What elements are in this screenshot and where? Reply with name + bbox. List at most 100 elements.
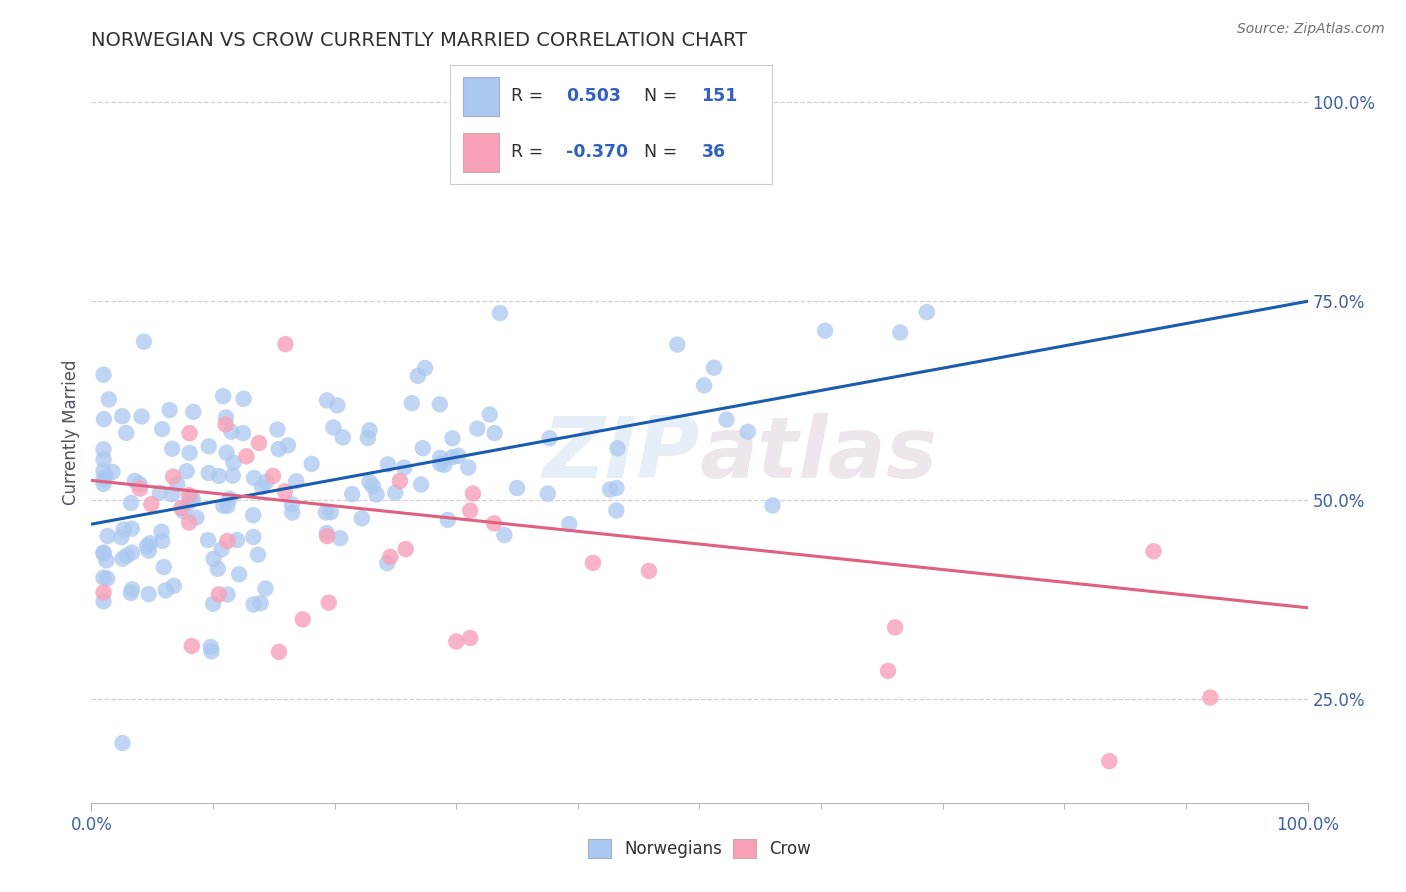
Point — [429, 457, 451, 471]
Point — [120, 496, 142, 510]
Point — [388, 474, 411, 488]
Point — [160, 442, 183, 456]
Point — [461, 486, 484, 500]
Point — [322, 420, 344, 434]
Point — [115, 549, 138, 563]
Point — [395, 542, 418, 557]
Point — [222, 468, 245, 483]
Point — [131, 409, 153, 424]
Point — [277, 438, 299, 452]
Point — [150, 422, 173, 436]
Text: N =: N = — [644, 87, 676, 105]
Point — [506, 481, 529, 495]
Point — [217, 533, 239, 548]
Point — [359, 475, 381, 489]
Point — [267, 645, 290, 659]
Point — [250, 480, 273, 494]
Point — [197, 533, 219, 547]
Point — [207, 562, 229, 576]
Point — [93, 477, 115, 491]
Point — [318, 596, 340, 610]
Point — [246, 548, 269, 562]
Point — [128, 482, 150, 496]
Point — [93, 412, 115, 426]
Point — [242, 598, 264, 612]
FancyBboxPatch shape — [463, 133, 499, 172]
Point — [97, 392, 120, 407]
Point — [465, 422, 488, 436]
Point — [179, 426, 201, 441]
Point — [1199, 690, 1222, 705]
Point — [93, 585, 115, 599]
Point — [162, 469, 184, 483]
Point — [232, 426, 254, 441]
Point — [458, 503, 481, 517]
Point — [212, 389, 235, 403]
Point — [170, 501, 193, 516]
Point — [274, 337, 297, 351]
Point — [359, 423, 381, 437]
Point — [316, 529, 339, 543]
Point — [93, 472, 115, 486]
Point — [716, 412, 738, 426]
Point — [761, 499, 783, 513]
Point — [138, 587, 160, 601]
Point — [110, 530, 132, 544]
Y-axis label: Currently Married: Currently Married — [62, 359, 80, 506]
Point — [409, 477, 432, 491]
Point — [215, 410, 238, 425]
Point — [212, 499, 235, 513]
Point — [211, 542, 233, 557]
Point — [446, 634, 468, 648]
Point — [254, 475, 277, 489]
Point — [413, 361, 436, 376]
Point — [217, 587, 239, 601]
Point — [200, 640, 222, 654]
Point — [915, 305, 938, 319]
Point — [93, 545, 115, 559]
Point — [361, 479, 384, 493]
Point — [96, 553, 118, 567]
Point — [242, 508, 264, 523]
Point — [166, 477, 188, 491]
Point — [173, 504, 195, 518]
Point — [217, 499, 239, 513]
Point — [183, 405, 205, 419]
Point — [380, 549, 402, 564]
Point — [93, 571, 115, 585]
Text: 36: 36 — [702, 143, 725, 161]
Point — [138, 543, 160, 558]
Point — [494, 528, 516, 542]
Point — [93, 452, 115, 467]
Point — [484, 426, 506, 441]
Point — [177, 516, 200, 530]
Point — [340, 487, 363, 501]
Text: atlas: atlas — [699, 413, 938, 496]
Text: Source: ZipAtlas.com: Source: ZipAtlas.com — [1237, 22, 1385, 37]
Point — [884, 620, 907, 634]
Point — [215, 445, 238, 459]
Point — [150, 524, 173, 539]
Point — [200, 644, 222, 658]
Point — [558, 516, 581, 531]
Point — [401, 396, 423, 410]
Point — [377, 458, 399, 472]
Point — [332, 430, 354, 444]
Point — [433, 458, 456, 472]
Point — [247, 436, 270, 450]
Text: NORWEGIAN VS CROW CURRENTLY MARRIED CORRELATION CHART: NORWEGIAN VS CROW CURRENTLY MARRIED CORR… — [91, 30, 748, 50]
Point — [208, 469, 231, 483]
Point — [482, 516, 505, 531]
Point — [93, 368, 115, 382]
Text: ZIP: ZIP — [541, 413, 699, 496]
Point — [222, 456, 245, 470]
Point — [155, 583, 177, 598]
Point — [316, 393, 339, 408]
Point — [232, 392, 254, 406]
Point — [605, 503, 627, 517]
Point — [111, 551, 134, 566]
Point — [111, 736, 134, 750]
Point — [202, 552, 225, 566]
Point — [606, 442, 628, 456]
Point — [214, 417, 236, 432]
